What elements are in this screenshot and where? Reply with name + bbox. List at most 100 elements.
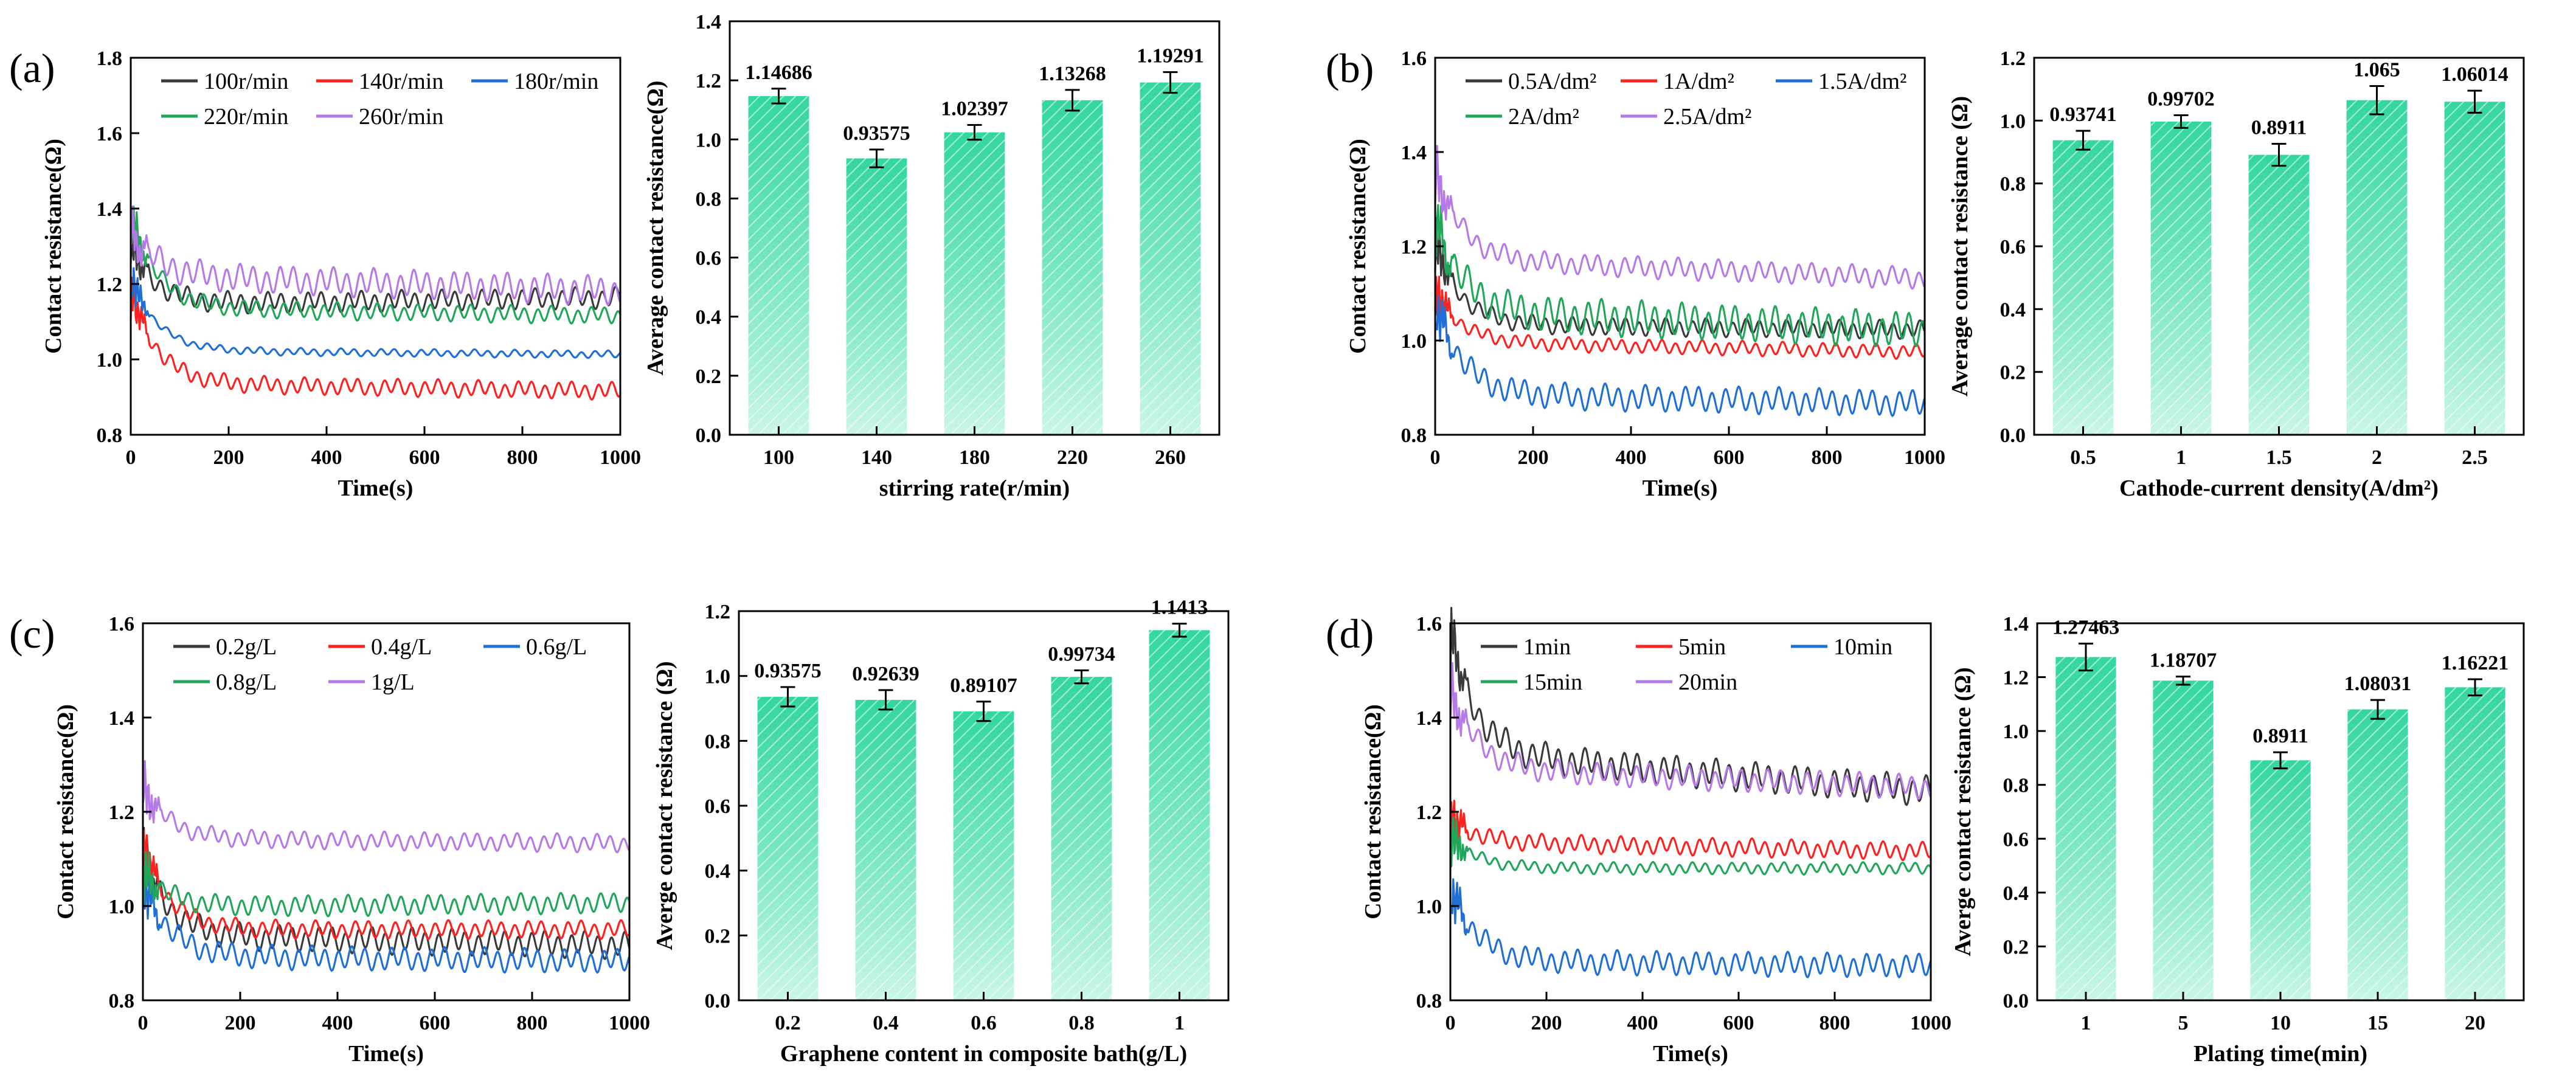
y-tick-label: 0.6 bbox=[696, 247, 722, 270]
x-tick-label: 10 bbox=[2270, 1012, 2291, 1034]
data-label: 1.14686 bbox=[745, 61, 812, 84]
legend: 0.5A/dm² 1A/dm² 1.5A/dm² 2A/dm² 2.5A/dm² bbox=[1466, 69, 1906, 130]
bar-chart-c-bar-ylabel: Averge contact resistance (Ω) bbox=[652, 661, 677, 950]
legend-label-0.5A/dm²: 0.5A/dm² bbox=[1508, 69, 1596, 94]
line-chart-b-line-frame bbox=[1434, 57, 1926, 436]
y-tick-label: 0.2 bbox=[2000, 362, 2026, 384]
x-tick-label: 1000 bbox=[609, 1012, 650, 1034]
bar-hatch bbox=[1149, 630, 1210, 1000]
bar-hatch bbox=[2346, 100, 2408, 435]
line-chart-d-line-xlabel: Time(s) bbox=[1653, 1041, 1728, 1067]
y-tick-label: 0.4 bbox=[2000, 299, 2026, 321]
y-tick-label: 0.0 bbox=[2003, 990, 2029, 1012]
x-tick-label: 600 bbox=[1723, 1012, 1754, 1034]
bar-hatch bbox=[2250, 760, 2311, 1000]
x-tick-label: 600 bbox=[420, 1012, 451, 1034]
bar-hatch bbox=[2444, 102, 2505, 435]
x-tick-label: 2 bbox=[2372, 446, 2382, 469]
line-chart-b-line-ylabel: Contact resistance(Ω) bbox=[1345, 139, 1371, 354]
x-tick-label: 600 bbox=[1714, 446, 1745, 469]
x-tick-label: 400 bbox=[1616, 446, 1647, 469]
legend-label-260r/min: 260r/min bbox=[359, 104, 443, 130]
data-label: 1.08031 bbox=[2344, 673, 2412, 695]
bar-chart-d-bar-frame bbox=[2036, 622, 2525, 1002]
series-line-0.4g/L bbox=[142, 829, 631, 940]
line-chart-a-line-xlabel: Time(s) bbox=[338, 476, 414, 501]
x-tick-label: 0.8 bbox=[1068, 1012, 1095, 1034]
bar-hatch bbox=[855, 699, 916, 1000]
y-tick-label: 1.6 bbox=[1401, 47, 1427, 70]
x-tick-label: 2.5 bbox=[2462, 446, 2488, 469]
y-tick-label: 0.6 bbox=[705, 795, 731, 818]
y-tick-label: 0.0 bbox=[696, 424, 722, 447]
y-tick-label: 1.2 bbox=[696, 70, 722, 92]
legend-label-0.6g/L: 0.6g/L bbox=[526, 634, 587, 660]
bar-chart-b-bar: 0.93741 0.5 0.99702 1 0.8911 1.5 1.065 2 1.06014… bbox=[1947, 47, 2525, 501]
series-line-1g/L bbox=[142, 759, 631, 854]
x-tick-label: 0.6 bbox=[971, 1012, 997, 1034]
y-tick-label: 1.2 bbox=[2003, 667, 2029, 690]
series-line-1.5A/dm² bbox=[1434, 295, 1926, 417]
series-line-0.5A/dm² bbox=[1434, 217, 1926, 340]
legend-label-5min: 5min bbox=[1678, 634, 1726, 660]
line-chart-a-line-frame bbox=[130, 57, 621, 436]
data-label: 1.27463 bbox=[2052, 616, 2120, 638]
x-tick-label: 200 bbox=[213, 446, 244, 469]
bar-chart-c-bar-frame bbox=[738, 610, 1230, 1002]
legend-label-15min: 15min bbox=[1523, 670, 1582, 695]
bar-chart-d-bar-xlabel: Plating time(min) bbox=[2193, 1041, 2367, 1067]
x-tick-label: 200 bbox=[225, 1012, 256, 1034]
x-tick-label: 140 bbox=[861, 446, 892, 469]
y-tick-label: 0.8 bbox=[2000, 173, 2026, 196]
data-label: 0.8911 bbox=[2252, 725, 2308, 747]
x-tick-label: 1 bbox=[2081, 1012, 2091, 1034]
y-tick-label: 1.2 bbox=[2000, 47, 2026, 70]
line-chart-d-line-ylabel: Contact resistance(Ω) bbox=[1360, 704, 1386, 919]
y-tick-label: 0.8 bbox=[1416, 990, 1442, 1012]
bar-chart-a-bar-xlabel: stirring rate(r/min) bbox=[879, 476, 1070, 501]
y-tick-label: 1.0 bbox=[1401, 330, 1427, 353]
y-tick-label: 1.6 bbox=[97, 123, 123, 145]
bar-hatch bbox=[2150, 121, 2212, 435]
y-tick-label: 0.2 bbox=[2003, 936, 2029, 958]
data-label: 0.99702 bbox=[2147, 88, 2215, 111]
x-tick-label: 1.5 bbox=[2266, 446, 2292, 469]
series-line-0.6g/L bbox=[142, 873, 631, 974]
line-chart-d-line-frame bbox=[1449, 622, 1932, 1002]
y-tick-label: 1.4 bbox=[2003, 613, 2029, 635]
y-tick-label: 1.6 bbox=[1416, 613, 1442, 635]
x-tick-label: 0.4 bbox=[873, 1012, 899, 1034]
series-line-2A/dm² bbox=[1434, 204, 1926, 348]
bar-hatch bbox=[1140, 82, 1201, 435]
bar-hatch bbox=[846, 158, 907, 435]
series-line-20min bbox=[1449, 662, 1932, 800]
bar-hatch bbox=[2347, 709, 2408, 1000]
line-chart-c-line-frame bbox=[142, 622, 631, 1002]
series-line-140r/min bbox=[130, 277, 621, 401]
y-tick-label: 0.8 bbox=[1401, 424, 1427, 447]
y-tick-label: 1.0 bbox=[696, 129, 722, 151]
x-tick-label: 400 bbox=[1627, 1012, 1658, 1034]
x-tick-label: 100 bbox=[763, 446, 794, 469]
x-tick-label: 5 bbox=[2178, 1012, 2189, 1034]
bar-hatch bbox=[1051, 677, 1112, 1000]
y-tick-label: 0.6 bbox=[2003, 828, 2029, 851]
line-chart-d-line: (d) 0 200 400 600 800 1000 0.8 1.0 1.2 1.4 1.6 Time(… bbox=[1326, 606, 1951, 1067]
y-tick-label: 1.4 bbox=[97, 198, 123, 221]
x-tick-label: 0 bbox=[138, 1012, 148, 1034]
bar-hatch bbox=[1042, 100, 1103, 435]
legend-label-100r/min: 100r/min bbox=[204, 69, 288, 94]
x-tick-label: 400 bbox=[322, 1012, 353, 1034]
data-label: 1.18707 bbox=[2150, 649, 2217, 672]
y-tick-label: 0.4 bbox=[705, 860, 731, 883]
y-tick-label: 0.8 bbox=[97, 424, 123, 447]
x-tick-label: 180 bbox=[959, 446, 990, 469]
bar-hatch bbox=[748, 95, 809, 435]
data-label: 0.93575 bbox=[843, 122, 910, 145]
series-line-260r/min bbox=[130, 205, 621, 306]
line-chart-b-line-xlabel: Time(s) bbox=[1643, 476, 1718, 501]
y-tick-label: 1.0 bbox=[2000, 110, 2026, 133]
bar-hatch bbox=[953, 711, 1014, 1000]
panel-label: (d) bbox=[1326, 611, 1374, 657]
